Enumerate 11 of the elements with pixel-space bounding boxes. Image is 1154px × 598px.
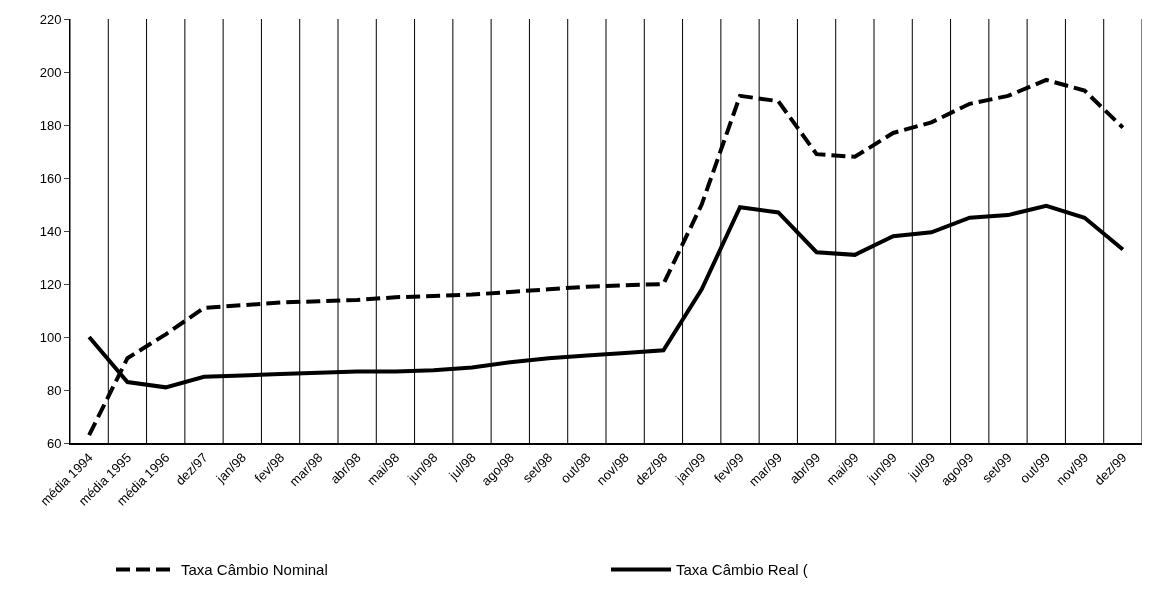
y-tick-label: 160: [39, 170, 62, 186]
y-tick-label: 180: [39, 117, 62, 133]
legend-label: Taxa Câmbio Real (: [676, 561, 808, 579]
y-tick-label: 100: [39, 329, 62, 345]
legend-label: Taxa Câmbio Nominal: [181, 561, 328, 579]
y-tick-label: 140: [39, 223, 62, 239]
y-tick-label: 60: [46, 435, 62, 451]
y-tick-label: 200: [39, 64, 62, 80]
y-tick-label: 120: [39, 276, 62, 292]
y-tick-label: 220: [39, 11, 62, 27]
y-tick-label: 80: [46, 382, 62, 398]
